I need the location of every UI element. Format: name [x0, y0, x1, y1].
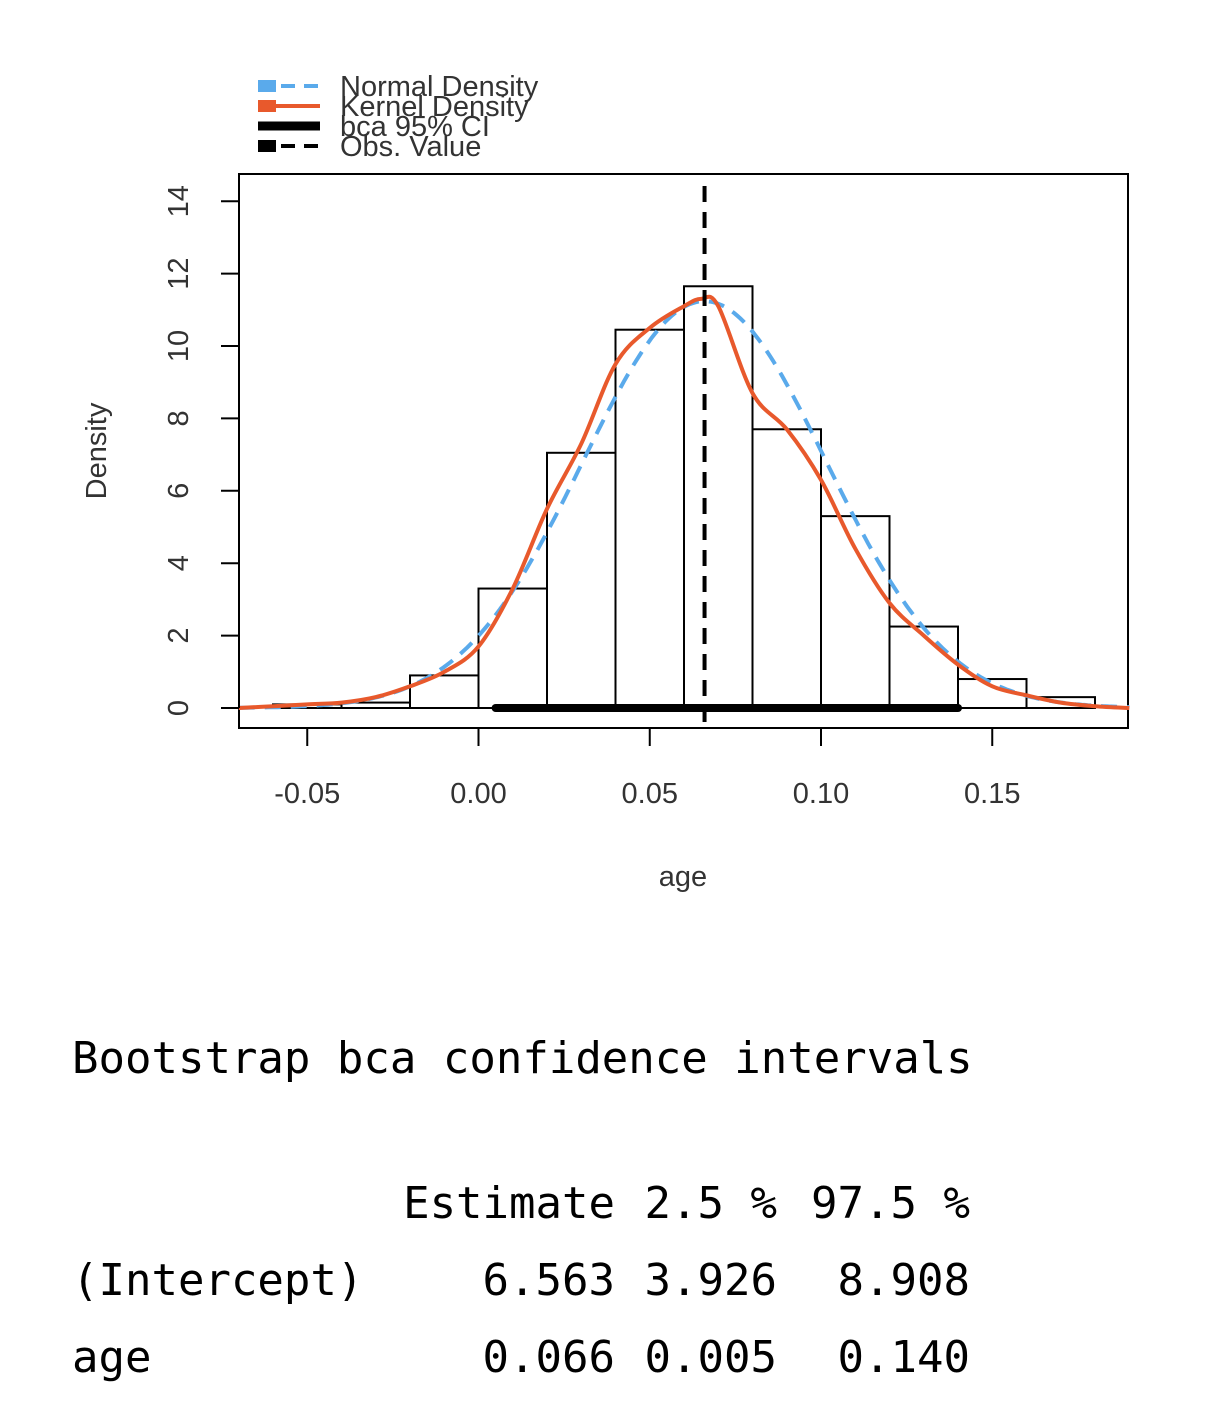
y-tick-label: 4 — [163, 555, 195, 571]
table-row: (Intercept) 6.563 3.926 8.908 — [72, 1242, 970, 1319]
estimate-cell: 6.563 — [482, 1255, 615, 1306]
ci-and-obs-markers — [491, 186, 962, 728]
y-tick-label: 8 — [163, 410, 195, 426]
legend-marker-kernel — [258, 100, 276, 112]
lower-cell: 0.005 — [644, 1332, 777, 1383]
density-histogram-chart: Normal Density Kernel Density bca 95% CI… — [81, 71, 1130, 893]
ci-table: Estimate 2.5 % 97.5 % (Intercept) 6.563 … — [72, 1165, 970, 1396]
table-row: age 0.066 0.005 0.140 — [72, 1319, 970, 1396]
x-tick-label: 0.10 — [793, 778, 849, 810]
legend-label-ci: bca 95% CI — [340, 111, 490, 143]
upper-cell: 0.140 — [837, 1332, 970, 1383]
x-axis: -0.05 0.00 0.05 0.10 0.15 — [274, 727, 1020, 810]
legend: Normal Density Kernel Density bca 95% CI… — [258, 71, 539, 163]
console-heading: Bootstrap bca confidence intervals — [72, 1033, 973, 1084]
table-header-row: Estimate 2.5 % 97.5 % — [72, 1165, 970, 1242]
x-axis-title: age — [659, 861, 707, 893]
x-tick-label: 0.05 — [622, 778, 678, 810]
legend-marker-normal — [258, 80, 276, 92]
estimate-cell: 0.066 — [482, 1332, 615, 1383]
y-tick-label: 6 — [163, 483, 195, 499]
x-tick-label: 0.00 — [450, 778, 506, 810]
y-axis: 0 2 4 6 8 10 12 14 — [163, 185, 240, 716]
header-cell: 97.5 % — [811, 1178, 970, 1229]
y-tick-label: 10 — [163, 330, 195, 362]
x-tick-label: -0.05 — [274, 778, 340, 810]
y-tick-label: 12 — [163, 257, 195, 289]
histogram-bar — [614, 328, 685, 709]
legend-label-normal: Normal Density — [340, 71, 539, 103]
legend-label-kernel: Kernel Density — [340, 91, 529, 123]
histogram-bars — [272, 285, 1096, 710]
legend-label-obs: Obs. Value — [340, 131, 481, 163]
lower-cell: 3.926 — [644, 1255, 777, 1306]
density-curves — [238, 294, 1130, 710]
kernel-density-curve — [238, 294, 1130, 710]
y-tick-label: 0 — [163, 700, 195, 716]
histogram-bar — [477, 587, 548, 709]
x-tick-label: 0.15 — [964, 778, 1020, 810]
upper-cell: 8.908 — [837, 1255, 970, 1306]
y-tick-label: 2 — [163, 628, 195, 644]
legend-marker-obs — [258, 140, 276, 152]
y-axis-title: Density — [81, 402, 113, 499]
header-cell: 2.5 % — [644, 1178, 777, 1229]
header-cell: Estimate — [403, 1178, 615, 1229]
histogram-bar — [888, 625, 959, 709]
row-label: (Intercept) — [72, 1255, 364, 1306]
histogram-bar — [751, 428, 822, 709]
histogram-bar — [683, 285, 754, 709]
y-tick-label: 14 — [163, 185, 195, 217]
row-label: age — [72, 1332, 152, 1383]
